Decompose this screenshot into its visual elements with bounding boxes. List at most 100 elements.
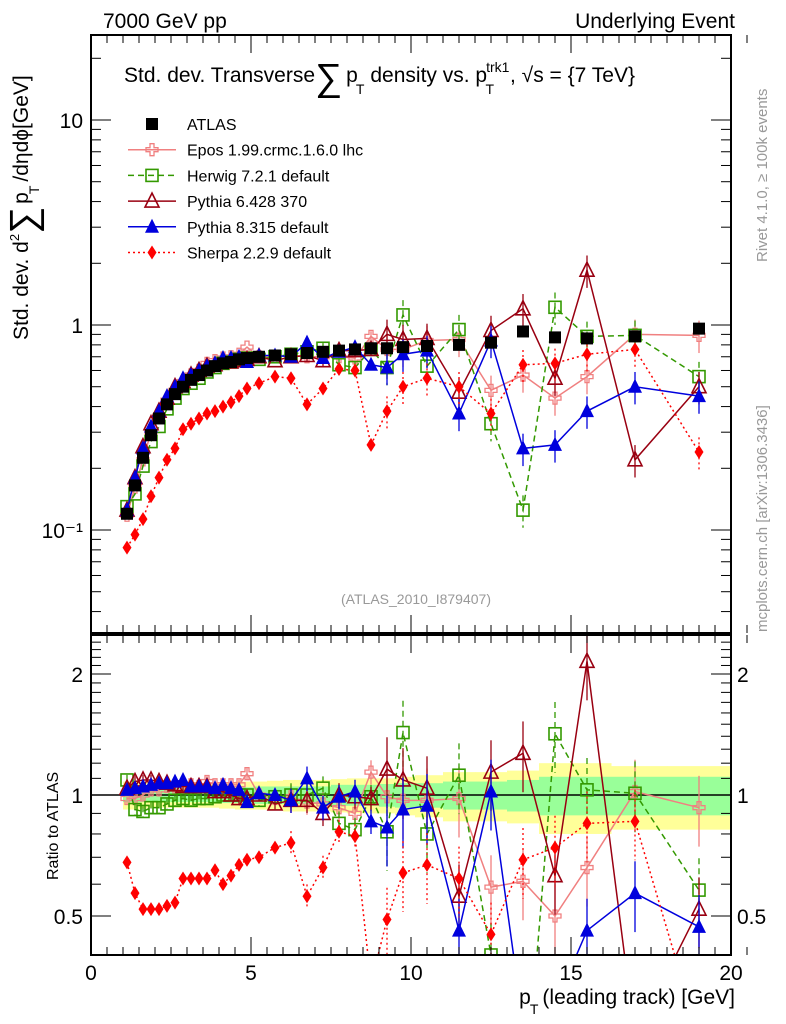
ratio-point bbox=[550, 840, 560, 855]
data-point bbox=[317, 345, 329, 358]
ratio-point bbox=[230, 788, 248, 806]
header-left: 7000 GeV pp bbox=[103, 10, 227, 33]
legend-marker bbox=[147, 245, 157, 260]
data-point bbox=[170, 441, 180, 456]
ratio-point bbox=[350, 829, 360, 844]
ratio-point bbox=[484, 783, 498, 798]
ratio-y-axis-label: Ratio to ATLAS bbox=[45, 772, 62, 880]
ratio-point bbox=[184, 793, 198, 808]
ratio-point bbox=[266, 794, 284, 811]
data-point bbox=[137, 451, 149, 464]
data-point bbox=[516, 503, 530, 517]
y-tick-label: 1 bbox=[71, 315, 83, 338]
data-point bbox=[122, 540, 132, 555]
data-point bbox=[242, 381, 252, 396]
ratio-y-tick-label-right: 0.5 bbox=[737, 906, 766, 929]
ratio-point bbox=[582, 816, 592, 831]
ratio-y-tick-label: 0.5 bbox=[54, 906, 83, 929]
band-inner bbox=[539, 776, 572, 816]
data-point bbox=[548, 436, 562, 451]
data-point bbox=[518, 357, 528, 372]
data-point bbox=[136, 440, 150, 455]
data-point bbox=[365, 342, 377, 355]
ratio-point bbox=[254, 850, 264, 865]
title-p: p bbox=[346, 64, 358, 87]
data-point bbox=[381, 342, 393, 355]
ratio-point bbox=[302, 889, 312, 904]
data-point bbox=[366, 437, 376, 452]
ratio-point bbox=[334, 824, 344, 839]
x-tick-label: 15 bbox=[559, 962, 582, 985]
data-point bbox=[218, 399, 228, 414]
data-point bbox=[334, 362, 344, 377]
data-point bbox=[454, 379, 464, 394]
ratio-series-sherpa bbox=[122, 789, 676, 955]
data-point bbox=[485, 336, 497, 349]
ratio-point bbox=[160, 797, 174, 811]
x-tick-label: 0 bbox=[85, 962, 97, 985]
ratio-point bbox=[144, 800, 158, 815]
data-point bbox=[580, 369, 594, 384]
data-point bbox=[581, 332, 593, 345]
ratio-series-group bbox=[118, 635, 708, 955]
data-point bbox=[548, 391, 562, 405]
legend-marker bbox=[143, 191, 161, 208]
ratio-point bbox=[168, 793, 182, 808]
data-point bbox=[514, 298, 532, 316]
ratio-point bbox=[170, 895, 180, 910]
data-point bbox=[138, 512, 148, 527]
ratio-point bbox=[286, 835, 296, 850]
data-point bbox=[548, 300, 562, 315]
ratio-point bbox=[268, 787, 282, 801]
data-point bbox=[241, 352, 253, 365]
ratio-point bbox=[452, 791, 466, 806]
legend-marker bbox=[145, 168, 159, 183]
legend-item: Pythia 8.315 default bbox=[128, 218, 329, 237]
data-point bbox=[194, 411, 204, 426]
series-sherpa bbox=[122, 334, 704, 555]
rivet-label: Rivet 4.1.0, ≥ 100k events bbox=[754, 89, 771, 262]
ratio-point bbox=[580, 783, 594, 797]
ratio-point bbox=[218, 877, 228, 892]
ratio-point bbox=[216, 776, 230, 791]
ratio-point bbox=[380, 790, 394, 804]
data-point bbox=[452, 322, 466, 337]
data-point bbox=[234, 389, 244, 404]
legend-label: ATLAS bbox=[187, 117, 237, 134]
series-atlas bbox=[121, 322, 705, 520]
ratio-point bbox=[210, 863, 220, 878]
legend-marker bbox=[145, 218, 159, 233]
ratio-point bbox=[628, 786, 642, 801]
data-point bbox=[202, 406, 212, 421]
data-point bbox=[546, 368, 564, 386]
ratio-point bbox=[382, 912, 392, 927]
ratio-point bbox=[380, 819, 394, 834]
ratio-line bbox=[126, 820, 676, 955]
ratio-point bbox=[284, 792, 298, 807]
data-point bbox=[144, 418, 158, 433]
ratio-point bbox=[240, 767, 254, 781]
ratio-point bbox=[176, 771, 190, 786]
ratio-point bbox=[186, 871, 196, 886]
data-point bbox=[549, 331, 561, 344]
data-point bbox=[380, 359, 394, 374]
legend-item: Pythia 6.428 370 bbox=[128, 191, 307, 211]
ratio-point bbox=[364, 813, 378, 828]
ratio-point bbox=[234, 857, 244, 872]
ratio-point bbox=[136, 804, 150, 819]
data-point bbox=[146, 489, 156, 504]
ratio-point bbox=[232, 781, 246, 796]
y-tick-label: 10 bbox=[60, 110, 83, 133]
data-point bbox=[628, 378, 642, 393]
data-point bbox=[694, 445, 704, 460]
ratio-point bbox=[162, 898, 172, 913]
ratio-point bbox=[420, 797, 434, 812]
y-axis-label: Std. dev. d2∑pT/dηdϕ[GeV] bbox=[3, 75, 45, 340]
data-point bbox=[693, 322, 705, 335]
x-axis-label: pT (leading track) [GeV] bbox=[519, 986, 735, 1017]
ratio-point bbox=[514, 743, 532, 761]
x-tick-label: 20 bbox=[719, 962, 742, 985]
data-point bbox=[578, 260, 596, 278]
